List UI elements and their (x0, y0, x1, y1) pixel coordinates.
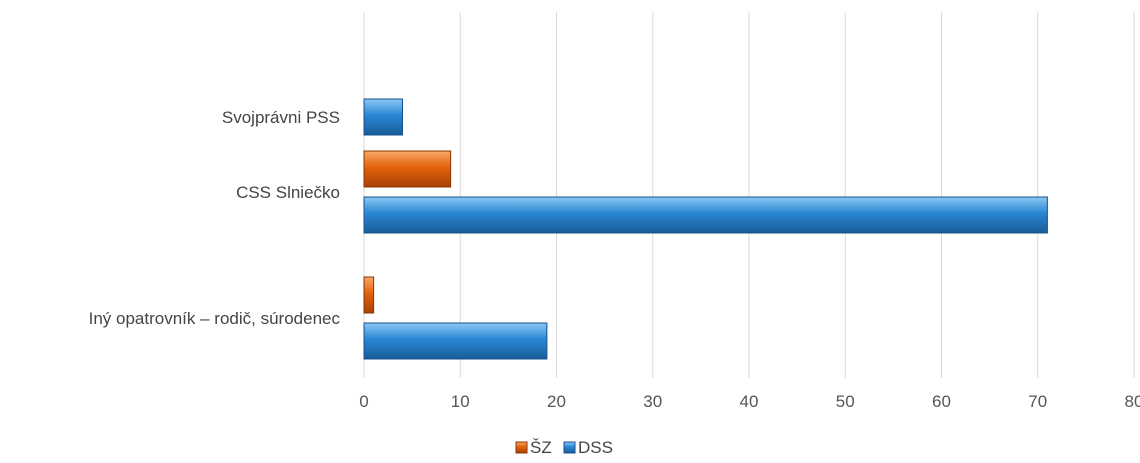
category-label-2: Iný opatrovník – rodič, súrodenec (89, 309, 341, 328)
gridlines (363, 12, 1135, 378)
bar-ŠZ-1 (363, 150, 452, 188)
x-tick-label-50: 50 (836, 392, 855, 411)
x-tick-label-60: 60 (932, 392, 951, 411)
category-label-1: CSS Slniečko (236, 183, 340, 202)
x-tick-label-40: 40 (740, 392, 759, 411)
category-labels: Svojprávni PSS CSS Slniečko Iný opatrovník… (89, 108, 341, 328)
category-label-0: Svojprávni PSS (222, 108, 340, 127)
legend: ŠZ DSS (515, 438, 613, 457)
legend-label-DSS: DSS (578, 438, 613, 457)
legend-label-ŠZ: ŠZ (530, 438, 552, 457)
x-tick-label-0: 0 (359, 392, 368, 411)
x-tick-label-20: 20 (547, 392, 566, 411)
bar-DSS-2 (363, 322, 548, 360)
legend-swatch-ŠZ (515, 441, 528, 454)
x-tick-label-10: 10 (451, 392, 470, 411)
x-tick-label-30: 30 (643, 392, 662, 411)
x-axis-ticks: 0 10 20 30 40 50 60 70 80 (359, 392, 1140, 411)
x-tick-label-70: 70 (1028, 392, 1047, 411)
x-tick-label-80: 80 (1125, 392, 1140, 411)
bar-ŠZ-2 (363, 276, 375, 314)
bar-DSS-1 (363, 196, 1048, 234)
legend-swatch-DSS (563, 441, 576, 454)
bars (363, 98, 1048, 360)
bar-DSS-0 (363, 98, 403, 136)
